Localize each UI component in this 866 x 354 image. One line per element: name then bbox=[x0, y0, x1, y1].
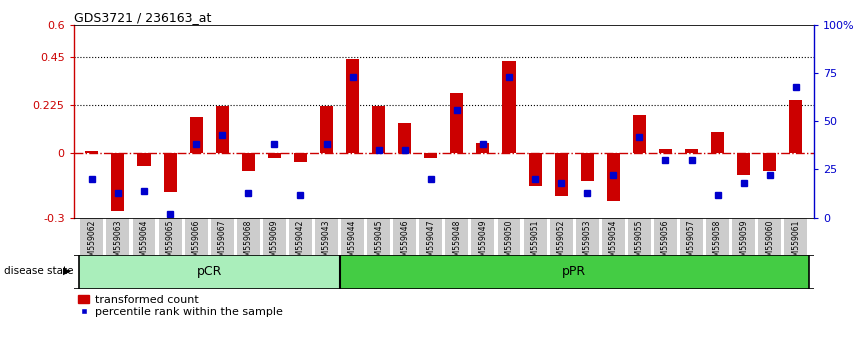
Text: disease state: disease state bbox=[4, 266, 74, 276]
Bar bbox=[138, 153, 151, 166]
Text: GSM559047: GSM559047 bbox=[426, 219, 436, 266]
Text: GSM559051: GSM559051 bbox=[531, 219, 540, 266]
Bar bbox=[607, 153, 620, 201]
Bar bbox=[112, 153, 125, 211]
Text: GSM559049: GSM559049 bbox=[478, 219, 488, 266]
Bar bbox=[581, 153, 594, 181]
Bar bbox=[659, 149, 672, 153]
Text: GSM559058: GSM559058 bbox=[713, 219, 722, 266]
Text: GSM559044: GSM559044 bbox=[348, 219, 357, 266]
Bar bbox=[393, 218, 417, 255]
Bar bbox=[471, 218, 494, 255]
Text: GSM559045: GSM559045 bbox=[374, 219, 383, 266]
Bar bbox=[424, 153, 437, 158]
Bar bbox=[498, 218, 520, 255]
Bar bbox=[164, 153, 177, 192]
Bar bbox=[554, 153, 568, 196]
Text: GSM559065: GSM559065 bbox=[165, 219, 175, 266]
Bar bbox=[268, 153, 281, 158]
Text: ▶: ▶ bbox=[63, 266, 71, 276]
Bar bbox=[320, 106, 333, 153]
Bar bbox=[398, 124, 411, 153]
Bar bbox=[528, 153, 541, 185]
Text: GSM559057: GSM559057 bbox=[687, 219, 696, 266]
Bar bbox=[550, 218, 572, 255]
Bar bbox=[190, 117, 203, 153]
Bar bbox=[476, 143, 489, 153]
Bar bbox=[346, 59, 359, 153]
Bar bbox=[737, 153, 750, 175]
Text: GSM559060: GSM559060 bbox=[766, 219, 774, 266]
Bar bbox=[79, 255, 339, 289]
Bar bbox=[732, 218, 755, 255]
Bar bbox=[294, 153, 307, 162]
Bar bbox=[339, 255, 809, 289]
Text: GSM559055: GSM559055 bbox=[635, 219, 643, 266]
Text: GSM559062: GSM559062 bbox=[87, 219, 96, 266]
Text: pCR: pCR bbox=[197, 265, 222, 278]
Text: GSM559046: GSM559046 bbox=[400, 219, 410, 266]
Bar bbox=[210, 218, 234, 255]
Text: GDS3721 / 236163_at: GDS3721 / 236163_at bbox=[74, 11, 211, 24]
Bar bbox=[711, 132, 724, 153]
Bar bbox=[86, 151, 99, 153]
Text: GSM559053: GSM559053 bbox=[583, 219, 591, 266]
Bar bbox=[372, 106, 385, 153]
Bar bbox=[628, 218, 651, 255]
Bar bbox=[367, 218, 390, 255]
Text: GSM559068: GSM559068 bbox=[244, 219, 253, 266]
Text: GSM559063: GSM559063 bbox=[113, 219, 122, 266]
Bar bbox=[524, 218, 546, 255]
Bar bbox=[633, 115, 646, 153]
Bar bbox=[158, 218, 182, 255]
Text: GSM559042: GSM559042 bbox=[296, 219, 305, 266]
Bar bbox=[502, 61, 515, 153]
Legend: transformed count, percentile rank within the sample: transformed count, percentile rank withi… bbox=[74, 290, 287, 322]
Bar bbox=[242, 153, 255, 171]
Bar bbox=[315, 218, 338, 255]
Text: GSM559066: GSM559066 bbox=[191, 219, 201, 266]
Text: GSM559050: GSM559050 bbox=[505, 219, 514, 266]
Bar bbox=[263, 218, 286, 255]
Bar bbox=[789, 100, 802, 153]
Text: GSM559059: GSM559059 bbox=[740, 219, 748, 266]
Bar bbox=[216, 106, 229, 153]
Bar bbox=[184, 218, 208, 255]
Text: GSM559054: GSM559054 bbox=[609, 219, 617, 266]
Bar bbox=[236, 218, 260, 255]
Text: GSM559056: GSM559056 bbox=[661, 219, 670, 266]
Bar bbox=[763, 153, 776, 171]
Bar bbox=[706, 218, 729, 255]
Bar bbox=[445, 218, 469, 255]
Text: GSM559064: GSM559064 bbox=[139, 219, 148, 266]
Text: GSM559052: GSM559052 bbox=[557, 219, 565, 266]
Bar bbox=[132, 218, 156, 255]
Text: GSM559043: GSM559043 bbox=[322, 219, 331, 266]
Bar bbox=[654, 218, 677, 255]
Bar bbox=[602, 218, 624, 255]
Text: pPR: pPR bbox=[562, 265, 586, 278]
Text: GSM559069: GSM559069 bbox=[270, 219, 279, 266]
Text: GSM559061: GSM559061 bbox=[792, 219, 800, 266]
Bar bbox=[785, 218, 807, 255]
Bar bbox=[107, 218, 129, 255]
Bar bbox=[419, 218, 443, 255]
Bar bbox=[680, 218, 703, 255]
Bar bbox=[759, 218, 781, 255]
Bar bbox=[685, 149, 698, 153]
Bar bbox=[341, 218, 364, 255]
Bar bbox=[450, 93, 463, 153]
Text: GSM559048: GSM559048 bbox=[452, 219, 462, 266]
Bar bbox=[576, 218, 598, 255]
Bar bbox=[289, 218, 312, 255]
Bar bbox=[81, 218, 103, 255]
Text: GSM559067: GSM559067 bbox=[217, 219, 227, 266]
